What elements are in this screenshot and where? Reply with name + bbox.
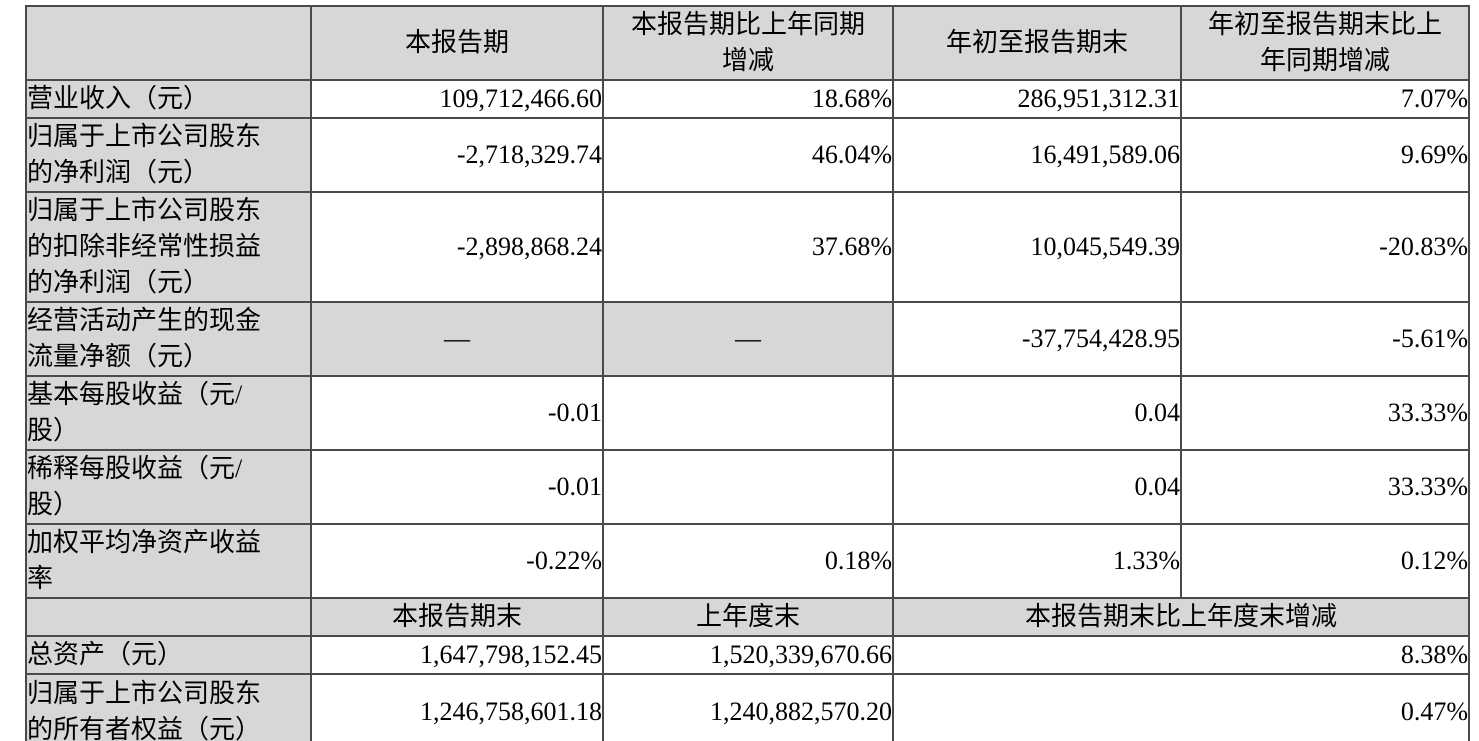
roe-ytd-yoy-change-value: 0.12% xyxy=(1180,523,1470,599)
basic-eps-ytd-yoy-change-value: 33.33% xyxy=(1180,375,1470,451)
total-assets-end-of-prior-year-value: 1,520,339,670.66 xyxy=(602,635,894,675)
revenue-current-period-value: 109,712,466.60 xyxy=(310,79,604,119)
subheader-corner-cell xyxy=(25,597,312,637)
subheader-period-end-change: 本报告期末比上年度末增减 xyxy=(892,597,1470,637)
table-row-diluted-eps: 稀释每股收益（元/ 股） -0.01 0.04 33.33% xyxy=(25,449,1470,525)
table-header-row: 本报告期 本报告期比上年同期 增减 年初至报告期末 年初至报告期末比上 年同期增… xyxy=(25,5,1470,81)
total-assets-end-of-period-value: 1,647,798,152.45 xyxy=(310,635,604,675)
roe-ytd-value: 1.33% xyxy=(892,523,1182,599)
header-current-period: 本报告期 xyxy=(310,5,604,81)
header-ytd: 年初至报告期末 xyxy=(892,5,1182,81)
equity-change-value: 0.47% xyxy=(892,673,1470,741)
net-profit-yoy-change-value: 46.04% xyxy=(602,117,894,193)
table-subheader-row: 本报告期末 上年度末 本报告期末比上年度末增减 xyxy=(25,597,1470,637)
table-row-revenue: 营业收入（元） 109,712,466.60 18.68% 286,951,31… xyxy=(25,79,1470,119)
basic-eps-current-period-value: -0.01 xyxy=(310,375,604,451)
revenue-yoy-change-value: 18.68% xyxy=(602,79,894,119)
equity-end-of-period-value: 1,246,758,601.18 xyxy=(310,673,604,741)
header-ytd-yoy-change: 年初至报告期末比上 年同期增减 xyxy=(1180,5,1470,81)
net-profit-excl-ytd-value: 10,045,549.39 xyxy=(892,191,1182,303)
row-label-operating-cash-flow: 经营活动产生的现金 流量净额（元） xyxy=(25,301,312,377)
roe-current-period-value: -0.22% xyxy=(310,523,604,599)
basic-eps-yoy-change-value xyxy=(602,375,894,451)
table-row-basic-eps: 基本每股收益（元/ 股） -0.01 0.04 33.33% xyxy=(25,375,1470,451)
cash-flow-current-period-dash: — xyxy=(310,301,604,377)
cash-flow-ytd-value: -37,754,428.95 xyxy=(892,301,1182,377)
revenue-ytd-yoy-change-value: 7.07% xyxy=(1180,79,1470,119)
table-row-net-profit: 归属于上市公司股东 的净利润（元） -2,718,329.74 46.04% 1… xyxy=(25,117,1470,193)
table-row-net-profit-excl-nonrecurring: 归属于上市公司股东 的扣除非经常性损益 的净利润（元） -2,898,868.2… xyxy=(25,191,1470,303)
basic-eps-ytd-value: 0.04 xyxy=(892,375,1182,451)
table-row-weighted-avg-roe: 加权平均净资产收益 率 -0.22% 0.18% 1.33% 0.12% xyxy=(25,523,1470,599)
header-corner-cell xyxy=(25,5,312,81)
subheader-end-of-period: 本报告期末 xyxy=(310,597,604,637)
total-assets-change-value: 8.38% xyxy=(892,635,1470,675)
row-label-weighted-avg-roe: 加权平均净资产收益 率 xyxy=(25,523,312,599)
diluted-eps-current-period-value: -0.01 xyxy=(310,449,604,525)
diluted-eps-yoy-change-value xyxy=(602,449,894,525)
row-label-diluted-eps: 稀释每股收益（元/ 股） xyxy=(25,449,312,525)
table-row-equity: 归属于上市公司股东 的所有者权益（元） 1,246,758,601.18 1,2… xyxy=(25,673,1470,741)
cash-flow-ytd-yoy-change-value: -5.61% xyxy=(1180,301,1470,377)
diluted-eps-ytd-yoy-change-value: 33.33% xyxy=(1180,449,1470,525)
net-profit-ytd-yoy-change-value: 9.69% xyxy=(1180,117,1470,193)
row-label-revenue: 营业收入（元） xyxy=(25,79,312,119)
net-profit-current-period-value: -2,718,329.74 xyxy=(310,117,604,193)
equity-end-of-prior-year-value: 1,240,882,570.20 xyxy=(602,673,894,741)
cash-flow-yoy-change-dash: — xyxy=(602,301,894,377)
row-label-equity: 归属于上市公司股东 的所有者权益（元） xyxy=(25,673,312,741)
subheader-end-of-prior-year: 上年度末 xyxy=(602,597,894,637)
table-row-total-assets: 总资产（元） 1,647,798,152.45 1,520,339,670.66… xyxy=(25,635,1470,675)
revenue-ytd-value: 286,951,312.31 xyxy=(892,79,1182,119)
net-profit-excl-yoy-change-value: 37.68% xyxy=(602,191,894,303)
row-label-basic-eps: 基本每股收益（元/ 股） xyxy=(25,375,312,451)
roe-yoy-change-value: 0.18% xyxy=(602,523,894,599)
net-profit-ytd-value: 16,491,589.06 xyxy=(892,117,1182,193)
row-label-net-profit: 归属于上市公司股东 的净利润（元） xyxy=(25,117,312,193)
net-profit-excl-ytd-yoy-change-value: -20.83% xyxy=(1180,191,1470,303)
row-label-net-profit-excl-nonrecurring: 归属于上市公司股东 的扣除非经常性损益 的净利润（元） xyxy=(25,191,312,303)
table-row-operating-cash-flow: 经营活动产生的现金 流量净额（元） — — -37,754,428.95 -5.… xyxy=(25,301,1470,377)
net-profit-excl-current-period-value: -2,898,868.24 xyxy=(310,191,604,303)
header-yoy-change: 本报告期比上年同期 增减 xyxy=(602,5,894,81)
row-label-total-assets: 总资产（元） xyxy=(25,635,312,675)
diluted-eps-ytd-value: 0.04 xyxy=(892,449,1182,525)
financial-summary-table: 本报告期 本报告期比上年同期 增减 年初至报告期末 年初至报告期末比上 年同期增… xyxy=(25,5,1470,741)
